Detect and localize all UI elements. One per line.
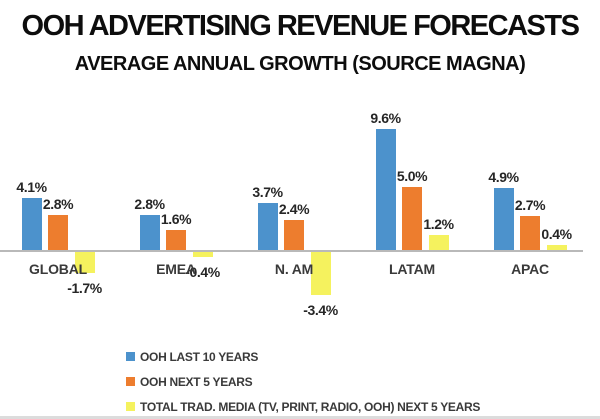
value-label: 4.1% [16, 179, 47, 196]
legend-row: OOH LAST 10 YEARS [126, 344, 480, 369]
value-label: 2.4% [278, 200, 310, 217]
category-label-apac: APAC [511, 261, 549, 277]
bar-latam-series2 [402, 187, 422, 250]
value-label: -3.4% [303, 301, 338, 318]
bar-n-am-series1 [257, 203, 278, 250]
bar-global-series3 [74, 252, 95, 274]
bar-latam-series1 [375, 129, 396, 250]
bar-emea-series1 [139, 214, 160, 250]
chart-title: OOH ADVERTISING REVENUE FORECASTS [21, 10, 580, 42]
value-label: 1.2% [423, 215, 454, 232]
value-label: 3.7% [252, 184, 283, 201]
value-label: 2.7% [514, 196, 546, 213]
legend-swatch-icon [126, 352, 135, 361]
bar-global-series2 [48, 214, 68, 250]
bar-global-series1 [21, 198, 42, 250]
bar-emea-series3 [192, 252, 213, 258]
value-label: 9.6% [370, 110, 401, 127]
value-label: 2.8% [42, 195, 74, 212]
legend-label: TOTAL TRAD. MEDIA (TV, PRINT, RADIO, OOH… [140, 399, 481, 414]
legend-row: TOTAL TRAD. MEDIA (TV, PRINT, RADIO, OOH… [126, 394, 480, 419]
bar-apac-series3 [546, 244, 567, 250]
bottom-border [0, 416, 600, 419]
value-label: -0.4% [185, 264, 220, 281]
chart-legend: OOH LAST 10 YEARS OOH NEXT 5 YEARS TOTAL T… [126, 344, 480, 419]
legend-swatch-icon [126, 377, 135, 386]
category-label-global: GLOBAL [29, 261, 87, 277]
category-label-latam: LATAM [389, 261, 435, 277]
bar-n-am-series3 [310, 252, 331, 295]
value-label: 2.8% [134, 195, 165, 212]
category-label-emea: EMEA [156, 261, 196, 277]
value-label: 5.0% [396, 168, 428, 184]
legend-label: OOH NEXT 5 YEARS [140, 374, 253, 389]
bar-n-am-series2 [284, 219, 304, 250]
value-label: -1.7% [67, 280, 102, 297]
bar-apac-series2 [520, 215, 540, 250]
value-label: 1.6% [160, 210, 192, 227]
bar-apac-series1 [493, 188, 514, 250]
legend-swatch-icon [126, 402, 135, 411]
legend-row: OOH NEXT 5 YEARS [126, 369, 480, 394]
legend-label: OOH LAST 10 YEARS [140, 349, 259, 364]
chart-subtitle: AVERAGE ANNUAL GROWTH (SOURCE MAGNA) [74, 53, 526, 75]
bar-emea-series2 [166, 229, 186, 250]
value-label: 0.4% [541, 225, 572, 242]
value-label: 4.9% [488, 169, 519, 186]
bar-latam-series3 [428, 234, 449, 250]
zero-axis-line [0, 250, 583, 252]
category-label-n-am: N. AM [274, 261, 314, 277]
